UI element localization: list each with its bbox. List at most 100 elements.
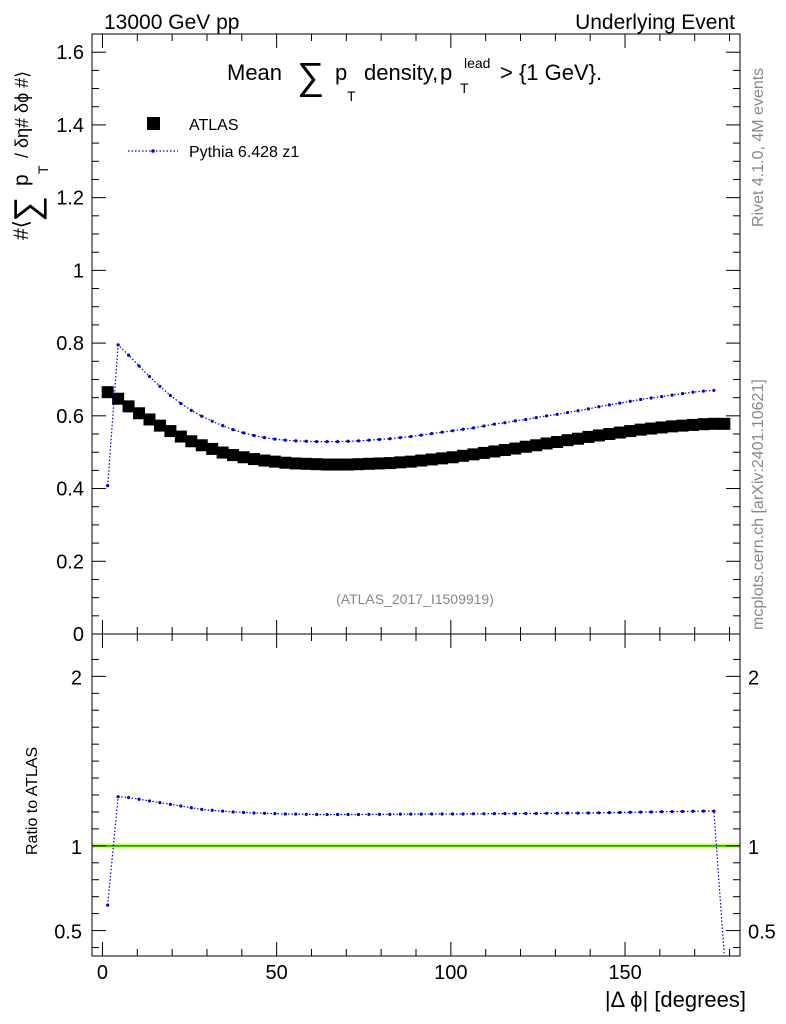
atlas-point (645, 422, 658, 435)
pythia-point (618, 401, 622, 405)
ratio-point (325, 812, 329, 817)
atlas-point (498, 444, 511, 456)
atlas-point (362, 457, 375, 470)
ratio-point (273, 812, 277, 816)
atlas-point (551, 436, 564, 448)
title-p2: p (440, 60, 452, 85)
ratio-point (555, 811, 559, 815)
atlas-point (718, 417, 731, 430)
mcplots-label: mcplots.cern.ch [arXiv:2401.10621] (750, 379, 767, 630)
ratio-point (398, 812, 402, 816)
pythia-point (649, 396, 653, 400)
ratio-point (283, 812, 287, 816)
atlas-point (394, 456, 407, 469)
ratio-point (189, 806, 193, 810)
atlas-point (582, 430, 595, 443)
ratio-ylabel: Ratio to ATLAS (24, 747, 41, 855)
pythia-point (168, 393, 172, 398)
pythia-point (691, 390, 695, 394)
atlas-series (101, 386, 731, 471)
ratio-point (200, 807, 204, 812)
ratio-point (492, 812, 496, 816)
ratio-point (304, 812, 308, 816)
ratio-point (388, 812, 392, 816)
pythia-point (461, 427, 465, 431)
ratio-point (241, 810, 246, 815)
title-sub-t: T (347, 88, 356, 104)
ratio-point (346, 812, 350, 817)
atlas-point (185, 435, 198, 448)
ratio-point (262, 811, 267, 815)
atlas-point (540, 437, 553, 450)
atlas-point (624, 425, 637, 438)
pythia-point (158, 384, 162, 388)
atlas-point (457, 449, 470, 462)
ratio-point (315, 812, 319, 817)
atlas-point (634, 423, 647, 436)
main-ytick-label: 1.6 (56, 42, 84, 64)
main-ytick-label: 1 (73, 260, 84, 282)
pythia-point (503, 421, 507, 425)
atlas-point (153, 419, 166, 432)
pythia-point (430, 432, 434, 436)
main-ytick-label: 0.2 (56, 551, 84, 573)
pythia-point (262, 436, 267, 440)
main-ytick-label: 0.8 (56, 333, 84, 355)
ratio-point (586, 811, 591, 815)
main-ytick-label: 0.6 (56, 406, 84, 428)
ratio-point (691, 809, 695, 813)
pythia-point (524, 417, 528, 422)
pythia-point (450, 429, 455, 433)
pythia-point (597, 405, 601, 409)
pythia-point (179, 401, 183, 406)
pythia-point (189, 408, 193, 412)
pythia-point (106, 484, 110, 488)
pythia-point (576, 409, 580, 413)
title-mean: Mean (227, 60, 282, 85)
ratio-point (461, 812, 465, 816)
atlas-point (352, 458, 365, 471)
pythia-point (147, 374, 152, 379)
pythia-point (628, 399, 632, 403)
main-ylabel: #⟨ ∑ p T / δη# δϕ #⟩ (6, 71, 51, 240)
atlas-point (133, 407, 146, 420)
ylabel-prefix: #⟨ (10, 220, 33, 240)
ratio-point (179, 804, 183, 808)
title-density: density, (364, 60, 438, 85)
ylabel-sum-symbol: ∑ (6, 196, 47, 222)
ratio-point (409, 812, 413, 816)
main-title: Mean ∑ p T density, p lead T > {1 GeV}. (227, 55, 602, 104)
atlas-point (592, 429, 605, 442)
atlas-point (164, 425, 177, 438)
atlas-point (415, 454, 428, 467)
ratio-xtick-label: 150 (608, 962, 641, 984)
atlas-point (561, 434, 574, 447)
ratio-point (210, 808, 214, 812)
ratio-x-ticks: 0 50 100 150 (97, 634, 731, 984)
main-ytick-label: 0.4 (56, 479, 84, 501)
atlas-point (122, 400, 135, 413)
atlas-point (707, 417, 720, 430)
ratio-point (565, 811, 570, 815)
atlas-point (268, 455, 281, 468)
ratio-point (106, 903, 110, 907)
atlas-point (342, 458, 355, 471)
pythia-point (241, 431, 246, 435)
analysis-watermark: (ATLAS_2017_I1509919) (336, 591, 494, 607)
ratio-xlabel: |Δ ϕ| [degrees] (605, 987, 746, 1012)
ratio-point (597, 811, 601, 815)
ratio-point (701, 809, 706, 813)
ratio-point (660, 810, 664, 814)
pythia-point (639, 397, 643, 402)
atlas-point (477, 446, 490, 459)
main-ytick-label: 0 (73, 624, 84, 646)
legend: ATLAS Pythia 6.428 z1 (128, 117, 299, 161)
title-sum-symbol: ∑ (297, 56, 324, 98)
pythia-point (471, 426, 476, 430)
ratio-point (158, 801, 162, 805)
ratio-point (126, 795, 131, 800)
ratio-line (107, 796, 725, 957)
ratio-pythia-series (106, 795, 725, 957)
atlas-point (143, 413, 156, 426)
atlas-point (572, 432, 584, 445)
